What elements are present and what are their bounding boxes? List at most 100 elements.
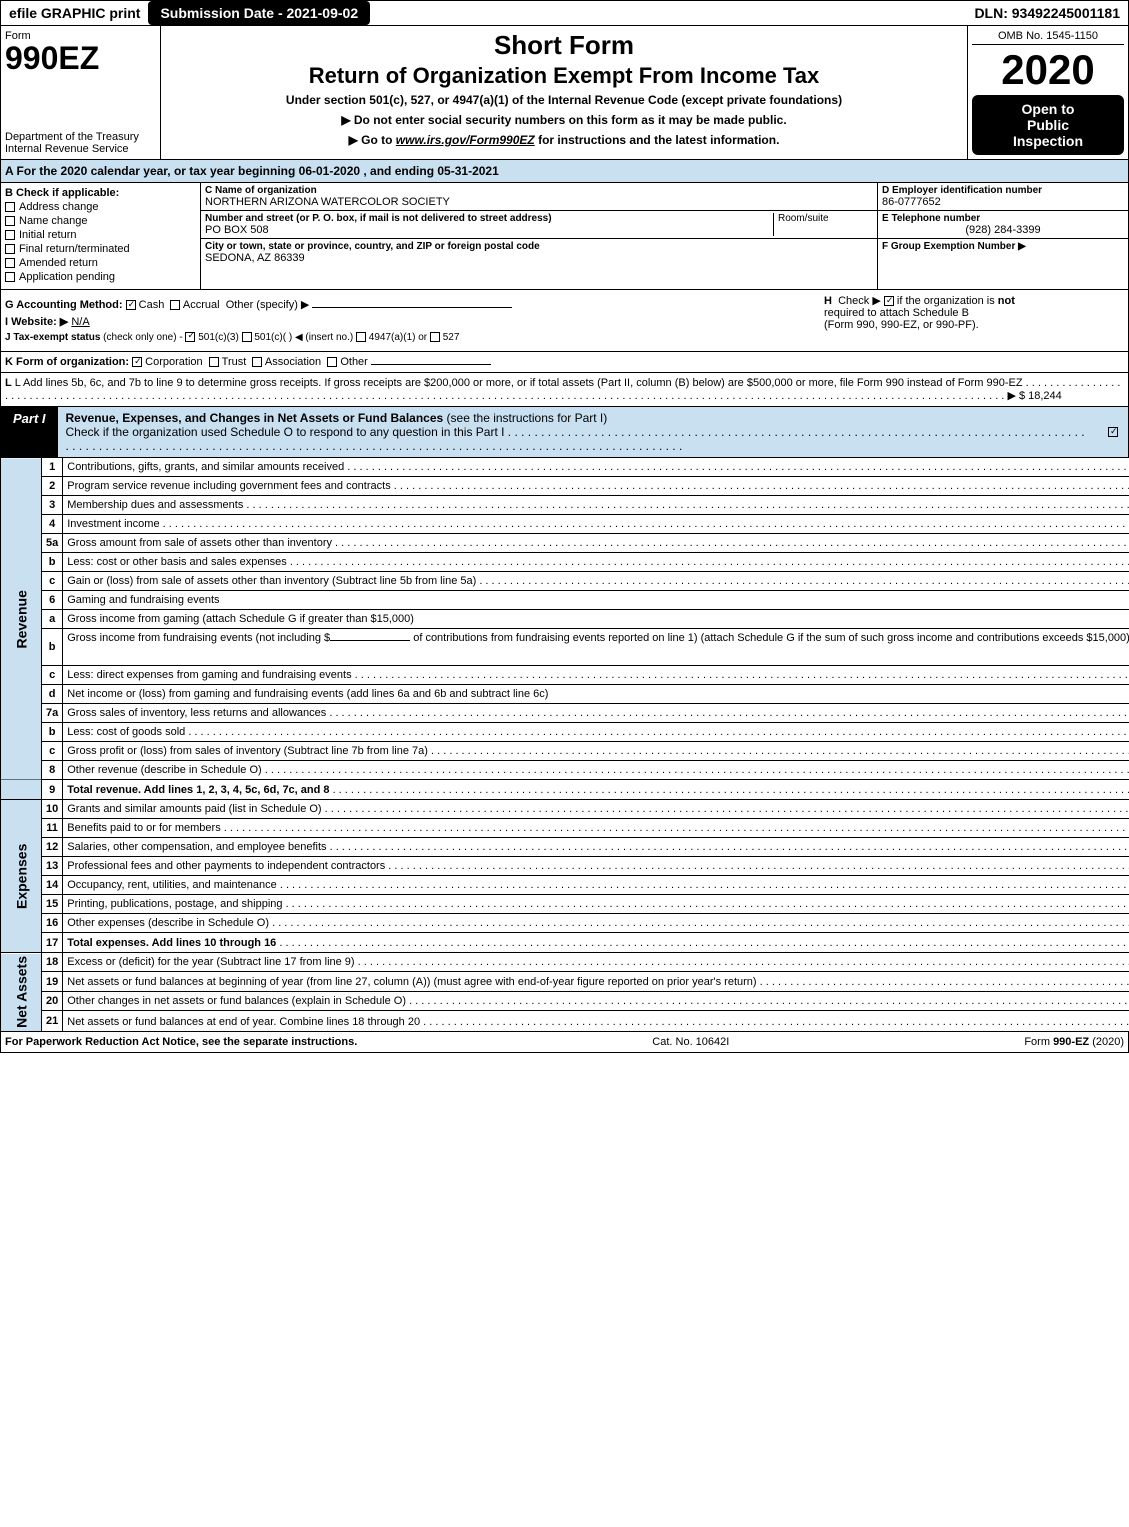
checkbox-icon[interactable] bbox=[5, 202, 15, 212]
part1-tag: Part I bbox=[1, 407, 58, 457]
room-suite-label: Room/suite bbox=[773, 213, 873, 236]
opt-initial-return[interactable]: Initial return bbox=[5, 229, 196, 241]
street-label: Number and street (or P. O. box, if mail… bbox=[205, 213, 773, 224]
paperwork-notice: For Paperwork Reduction Act Notice, see … bbox=[5, 1036, 357, 1048]
row-a-tax-year: A For the 2020 calendar year, or tax yea… bbox=[0, 160, 1129, 183]
checkbox-icon[interactable] bbox=[5, 244, 15, 254]
irs-link[interactable]: www.irs.gov/Form990EZ bbox=[396, 133, 535, 147]
opt-address-change[interactable]: Address change bbox=[5, 201, 196, 213]
col-def: D Employer identification number 86-0777… bbox=[878, 183, 1128, 289]
line-num: 1 bbox=[42, 458, 63, 477]
submission-date-badge: Submission Date - 2021-09-02 bbox=[148, 1, 370, 25]
cat-no: Cat. No. 10642I bbox=[357, 1036, 1024, 1048]
opt-name-change[interactable]: Name change bbox=[5, 215, 196, 227]
table-row: c Gross profit or (loss) from sales of i… bbox=[1, 742, 1129, 761]
website-value: N/A bbox=[71, 316, 89, 328]
dept-label: Department of the Treasury Internal Reve… bbox=[5, 131, 156, 155]
opt-application-pending[interactable]: Application pending bbox=[5, 271, 196, 283]
other-specify-input[interactable] bbox=[312, 307, 512, 308]
table-row: d Net income or (loss) from gaming and f… bbox=[1, 685, 1129, 704]
phone-value: (928) 284-3399 bbox=[882, 224, 1124, 236]
table-row: 6b 0 bbox=[1, 647, 1129, 666]
checkbox-accrual-icon[interactable] bbox=[170, 300, 180, 310]
line-g: G Accounting Method: Cash Accrual Other … bbox=[5, 298, 804, 311]
entity-info-row: B Check if applicable: Address change Na… bbox=[0, 183, 1129, 290]
table-row: 7a Gross sales of inventory, less return… bbox=[1, 704, 1129, 723]
topbar: efile GRAPHIC print Submission Date - 20… bbox=[0, 0, 1129, 26]
city-label: City or town, state or province, country… bbox=[205, 241, 873, 252]
table-row: 19Net assets or fund balances at beginni… bbox=[1, 972, 1129, 991]
form-footer: Form 990-EZ (2020) bbox=[1024, 1036, 1124, 1048]
revenue-side-label: Revenue bbox=[1, 458, 42, 780]
checkbox-icon[interactable] bbox=[5, 272, 15, 282]
table-row: b Less: cost or other basis and sales ex… bbox=[1, 553, 1129, 572]
graphic-print: GRAPHIC print bbox=[37, 5, 140, 21]
part1-desc: Revenue, Expenses, and Changes in Net As… bbox=[58, 407, 1098, 457]
ein-cell: D Employer identification number 86-0777… bbox=[878, 183, 1128, 211]
table-row: Expenses 10 Grants and similar amounts p… bbox=[1, 800, 1129, 819]
ein-value: 86-0777652 bbox=[882, 196, 1124, 208]
checkbox-corp-icon[interactable] bbox=[132, 357, 142, 367]
efile-print-label[interactable]: efile GRAPHIC print bbox=[1, 1, 148, 25]
dln-label: DLN: 93492245001181 bbox=[966, 1, 1128, 25]
checkbox-501c-icon[interactable] bbox=[242, 332, 252, 342]
checkbox-527-icon[interactable] bbox=[430, 332, 440, 342]
table-row: Revenue 1 Contributions, gifts, grants, … bbox=[1, 458, 1129, 477]
checkbox-4947-icon[interactable] bbox=[356, 332, 366, 342]
group-exemption-cell: F Group Exemption Number ▶ bbox=[878, 239, 1128, 254]
efile-bold: efile bbox=[9, 5, 37, 21]
org-name-cell: C Name of organization NORTHERN ARIZONA … bbox=[201, 183, 877, 211]
k-other-input[interactable] bbox=[371, 364, 491, 365]
expenses-side-label: Expenses bbox=[1, 800, 42, 953]
checkbox-assoc-icon[interactable] bbox=[252, 357, 262, 367]
phone-cell: E Telephone number (928) 284-3399 bbox=[878, 211, 1128, 239]
header-bullet-1: ▶ Do not enter social security numbers o… bbox=[165, 113, 963, 127]
form-number: 990EZ bbox=[5, 42, 156, 74]
short-form-title: Short Form bbox=[165, 30, 963, 61]
city-value: SEDONA, AZ 86339 bbox=[205, 252, 873, 264]
opt-final-return[interactable]: Final return/terminated bbox=[5, 243, 196, 255]
checkbox-icon[interactable] bbox=[5, 230, 15, 240]
table-row: 8 Other revenue (describe in Schedule O)… bbox=[1, 761, 1129, 780]
line-l: L L Add lines 5b, 6c, and 7b to line 9 t… bbox=[0, 373, 1129, 407]
col-c-name-address: C Name of organization NORTHERN ARIZONA … bbox=[201, 183, 878, 289]
table-row: 4 Investment income 4 12 bbox=[1, 515, 1129, 534]
checkbox-h-icon[interactable] bbox=[884, 296, 894, 306]
table-row: a Gross income from gaming (attach Sched… bbox=[1, 610, 1129, 629]
org-name-value: NORTHERN ARIZONA WATERCOLOR SOCIETY bbox=[205, 196, 873, 208]
form-header: Form 990EZ Department of the Treasury In… bbox=[0, 26, 1129, 160]
omb-number: OMB No. 1545-1150 bbox=[972, 30, 1124, 45]
phone-label: E Telephone number bbox=[882, 213, 1124, 224]
checkbox-501c3-icon[interactable] bbox=[185, 332, 195, 342]
checkbox-other-icon[interactable] bbox=[327, 357, 337, 367]
header-right: OMB No. 1545-1150 2020 Open to Public In… bbox=[968, 26, 1128, 159]
table-row: 13Professional fees and other payments t… bbox=[1, 857, 1129, 876]
table-row: c Gain or (loss) from sale of assets oth… bbox=[1, 572, 1129, 591]
table-row: 20Other changes in net assets or fund ba… bbox=[1, 991, 1129, 1010]
line-j: J Tax-exempt status (check only one) - 5… bbox=[5, 332, 804, 343]
return-title: Return of Organization Exempt From Incom… bbox=[165, 63, 963, 89]
ghij-left: G Accounting Method: Cash Accrual Other … bbox=[5, 294, 804, 347]
checkbox-trust-icon[interactable] bbox=[209, 357, 219, 367]
checkbox-icon[interactable] bbox=[5, 216, 15, 226]
table-row: 2 Program service revenue including gove… bbox=[1, 477, 1129, 496]
line6b-amount-input[interactable] bbox=[330, 640, 410, 641]
checkbox-cash-icon[interactable] bbox=[126, 300, 136, 310]
col-b-header: B Check if applicable: bbox=[5, 187, 196, 199]
table-row: 3 Membership dues and assessments 3 bbox=[1, 496, 1129, 515]
line-h: H Check ▶ if the organization is not req… bbox=[824, 294, 1124, 347]
line-k: K Form of organization: Corporation Trus… bbox=[0, 352, 1129, 373]
table-row: 21Net assets or fund balances at end of … bbox=[1, 1011, 1129, 1032]
checkbox-icon[interactable] bbox=[5, 258, 15, 268]
table-row: Net Assets 18 Excess or (deficit) for th… bbox=[1, 953, 1129, 972]
netassets-side-label: Net Assets bbox=[1, 953, 42, 1032]
table-row: b Less: cost of goods sold 7b 0 bbox=[1, 723, 1129, 742]
table-row: b Gross income from fundraising events (… bbox=[1, 629, 1129, 648]
group-exemption-label: F Group Exemption Number ▶ bbox=[882, 241, 1124, 252]
table-row: c Less: direct expenses from gaming and … bbox=[1, 666, 1129, 685]
checkbox-schedule-o-icon[interactable] bbox=[1108, 427, 1118, 437]
opt-amended-return[interactable]: Amended return bbox=[5, 257, 196, 269]
table-row: 6 Gaming and fundraising events bbox=[1, 591, 1129, 610]
line-l-amount: $ 18,244 bbox=[1019, 390, 1062, 402]
line-desc: Contributions, gifts, grants, and simila… bbox=[63, 458, 1129, 477]
